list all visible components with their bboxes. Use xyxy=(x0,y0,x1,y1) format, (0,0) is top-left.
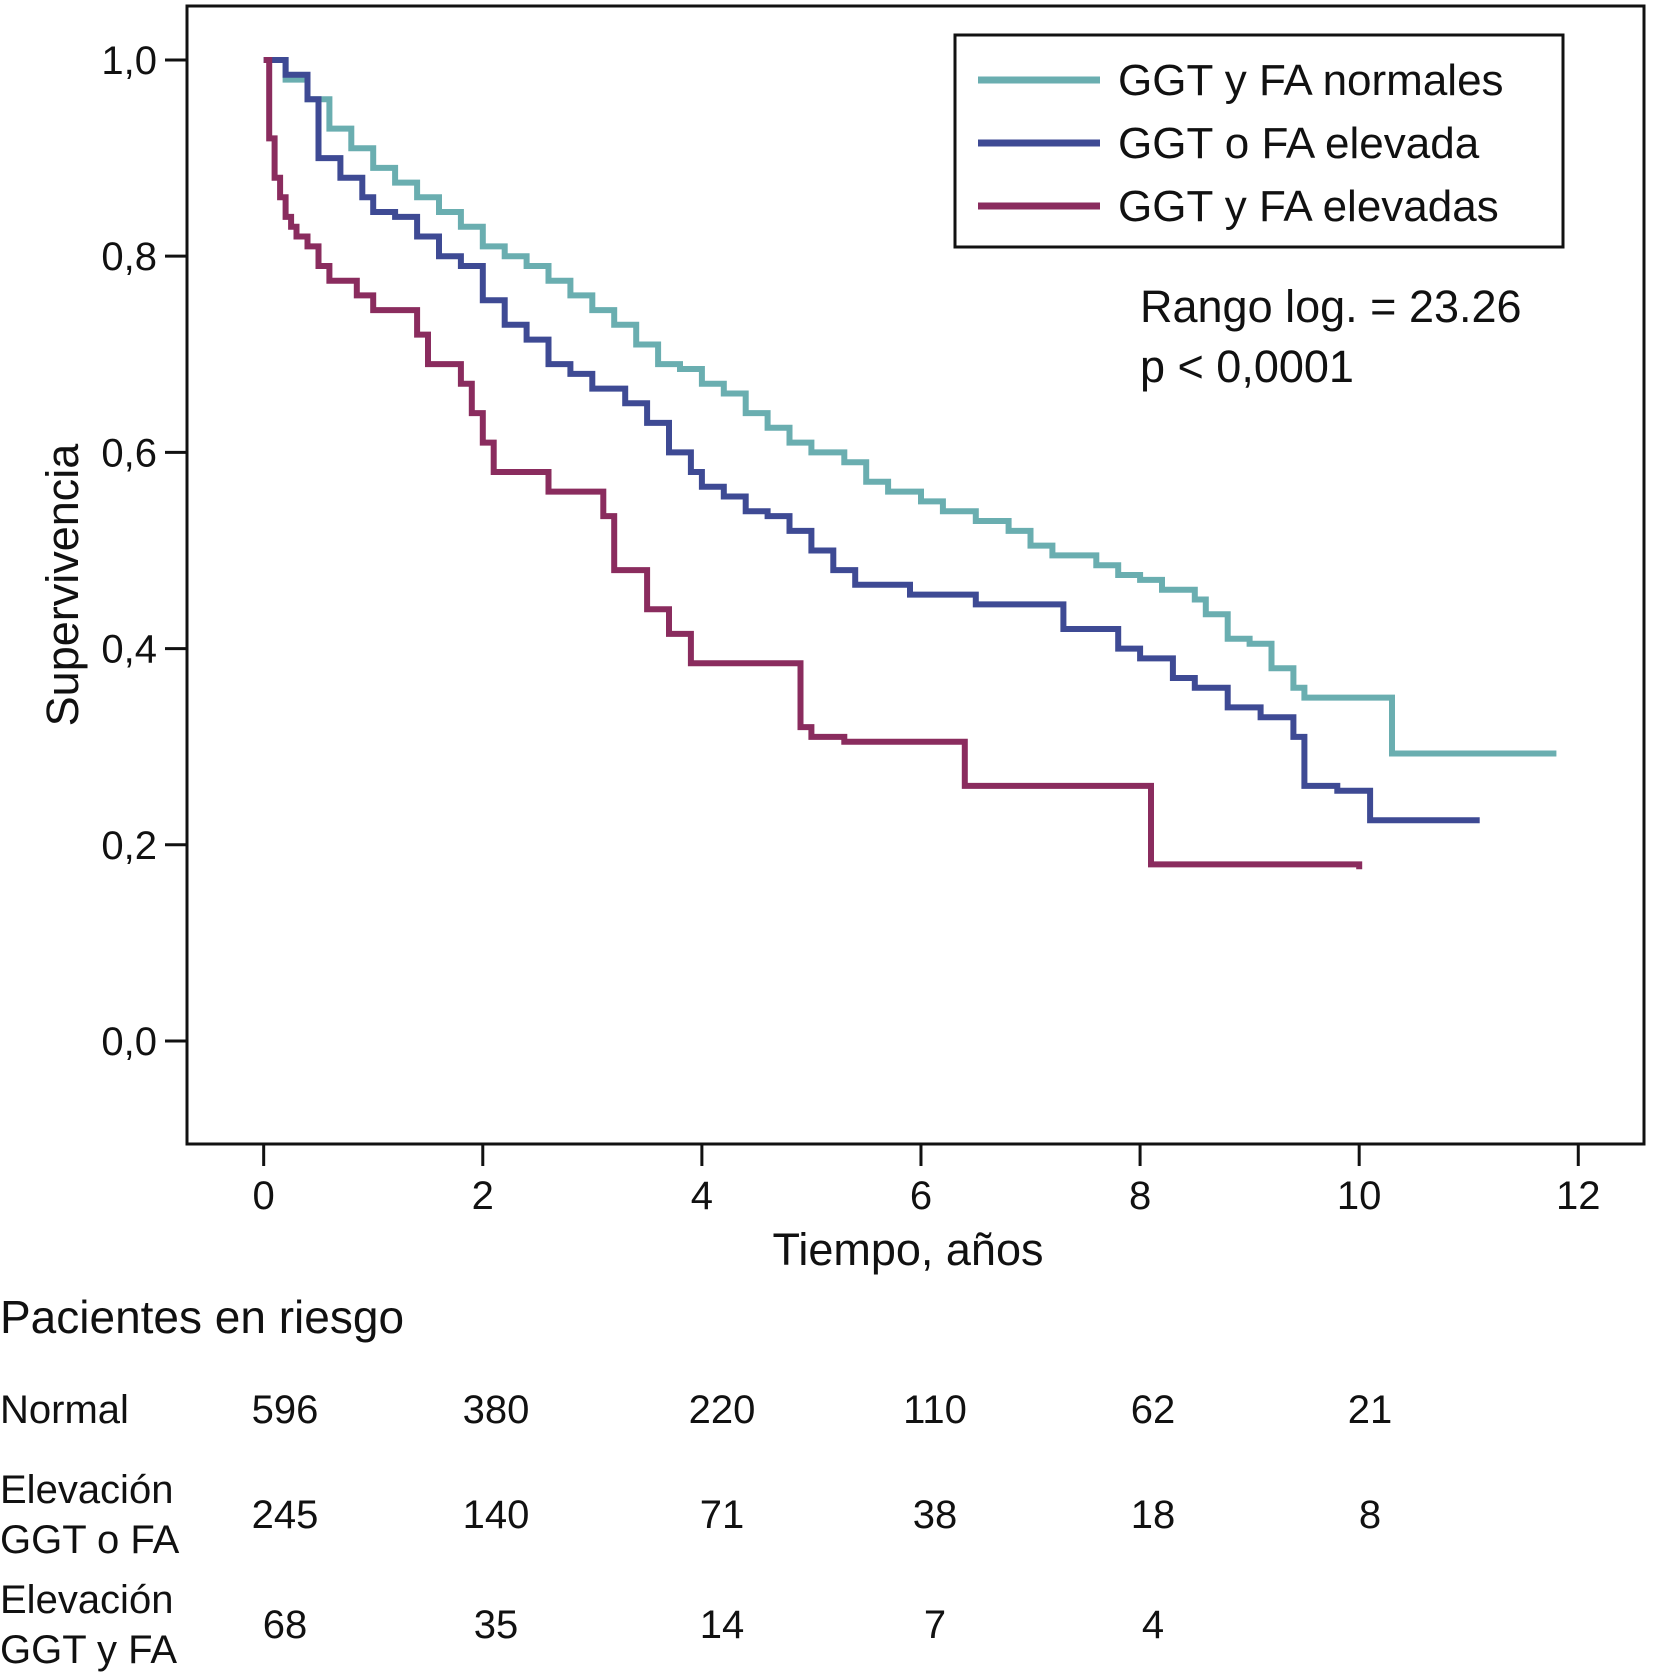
log-rank-statistic: Rango log. = 23.26 xyxy=(1140,281,1522,332)
y-tick-label: 0,2 xyxy=(101,824,157,868)
risk-row-label: Elevación xyxy=(0,1578,174,1622)
risk-value: 62 xyxy=(1130,1388,1176,1432)
y-tick-label: 0,4 xyxy=(101,628,157,672)
survival-curve-2 xyxy=(263,57,1480,824)
risk-table-title: Pacientes en riesgo xyxy=(0,1291,405,1343)
risk-value: 38 xyxy=(912,1493,958,1537)
x-tick-label: 10 xyxy=(1337,1174,1382,1218)
risk-value: 245 xyxy=(251,1493,319,1537)
risk-row-label: GGT o FA xyxy=(0,1518,180,1562)
risk-value: 68 xyxy=(262,1603,308,1647)
x-tick-label: 4 xyxy=(691,1174,713,1218)
risk-value: 110 xyxy=(903,1388,967,1432)
survival-curve-1 xyxy=(263,57,1557,757)
risk-value: 4 xyxy=(1141,1603,1165,1647)
risk-row-label: GGT y FA xyxy=(0,1628,178,1672)
risk-value: 8 xyxy=(1358,1493,1382,1537)
y-tick-label: 0,0 xyxy=(101,1020,157,1064)
p-value: p < 0,0001 xyxy=(1140,341,1354,392)
legend-label: GGT y FA normales xyxy=(1118,56,1504,105)
survival-curve-3 xyxy=(263,57,1363,870)
axis-ticks: 0 2 4 6 8 10 12 0,0 0,2 0,4 0,6 0,8 1,0 xyxy=(101,39,1600,1218)
risk-row-label: Normal xyxy=(0,1388,129,1432)
legend-label: GGT o FA elevada xyxy=(1118,119,1480,168)
risk-value: 18 xyxy=(1130,1493,1176,1537)
risk-value: 380 xyxy=(462,1388,530,1432)
risk-value: 596 xyxy=(251,1388,319,1432)
y-tick-label: 0,6 xyxy=(101,431,157,475)
y-tick-label: 0,8 xyxy=(101,235,157,279)
x-axis-label: Tiempo, años xyxy=(773,1224,1044,1275)
legend-label: GGT y FA elevadas xyxy=(1118,182,1499,231)
risk-row-label: Elevación xyxy=(0,1468,174,1512)
legend: GGT y FA normales GGT o FA elevada GGT y F… xyxy=(978,56,1504,231)
x-tick-label: 8 xyxy=(1129,1174,1151,1218)
x-tick-label: 0 xyxy=(253,1174,275,1218)
x-tick-label: 6 xyxy=(910,1174,932,1218)
risk-value: 14 xyxy=(699,1603,745,1647)
y-axis-label: Supervivencia xyxy=(37,443,88,727)
risk-value: 21 xyxy=(1347,1388,1393,1432)
risk-value: 35 xyxy=(473,1603,519,1647)
risk-value: 140 xyxy=(462,1493,530,1537)
risk-value: 7 xyxy=(923,1603,947,1647)
risk-value: 220 xyxy=(688,1388,756,1432)
x-tick-label: 12 xyxy=(1556,1174,1601,1218)
risk-value: 71 xyxy=(699,1493,745,1537)
x-tick-label: 2 xyxy=(472,1174,494,1218)
survival-curves xyxy=(263,57,1557,870)
plot-frame xyxy=(185,4,1646,1146)
y-tick-label: 1,0 xyxy=(101,39,157,83)
